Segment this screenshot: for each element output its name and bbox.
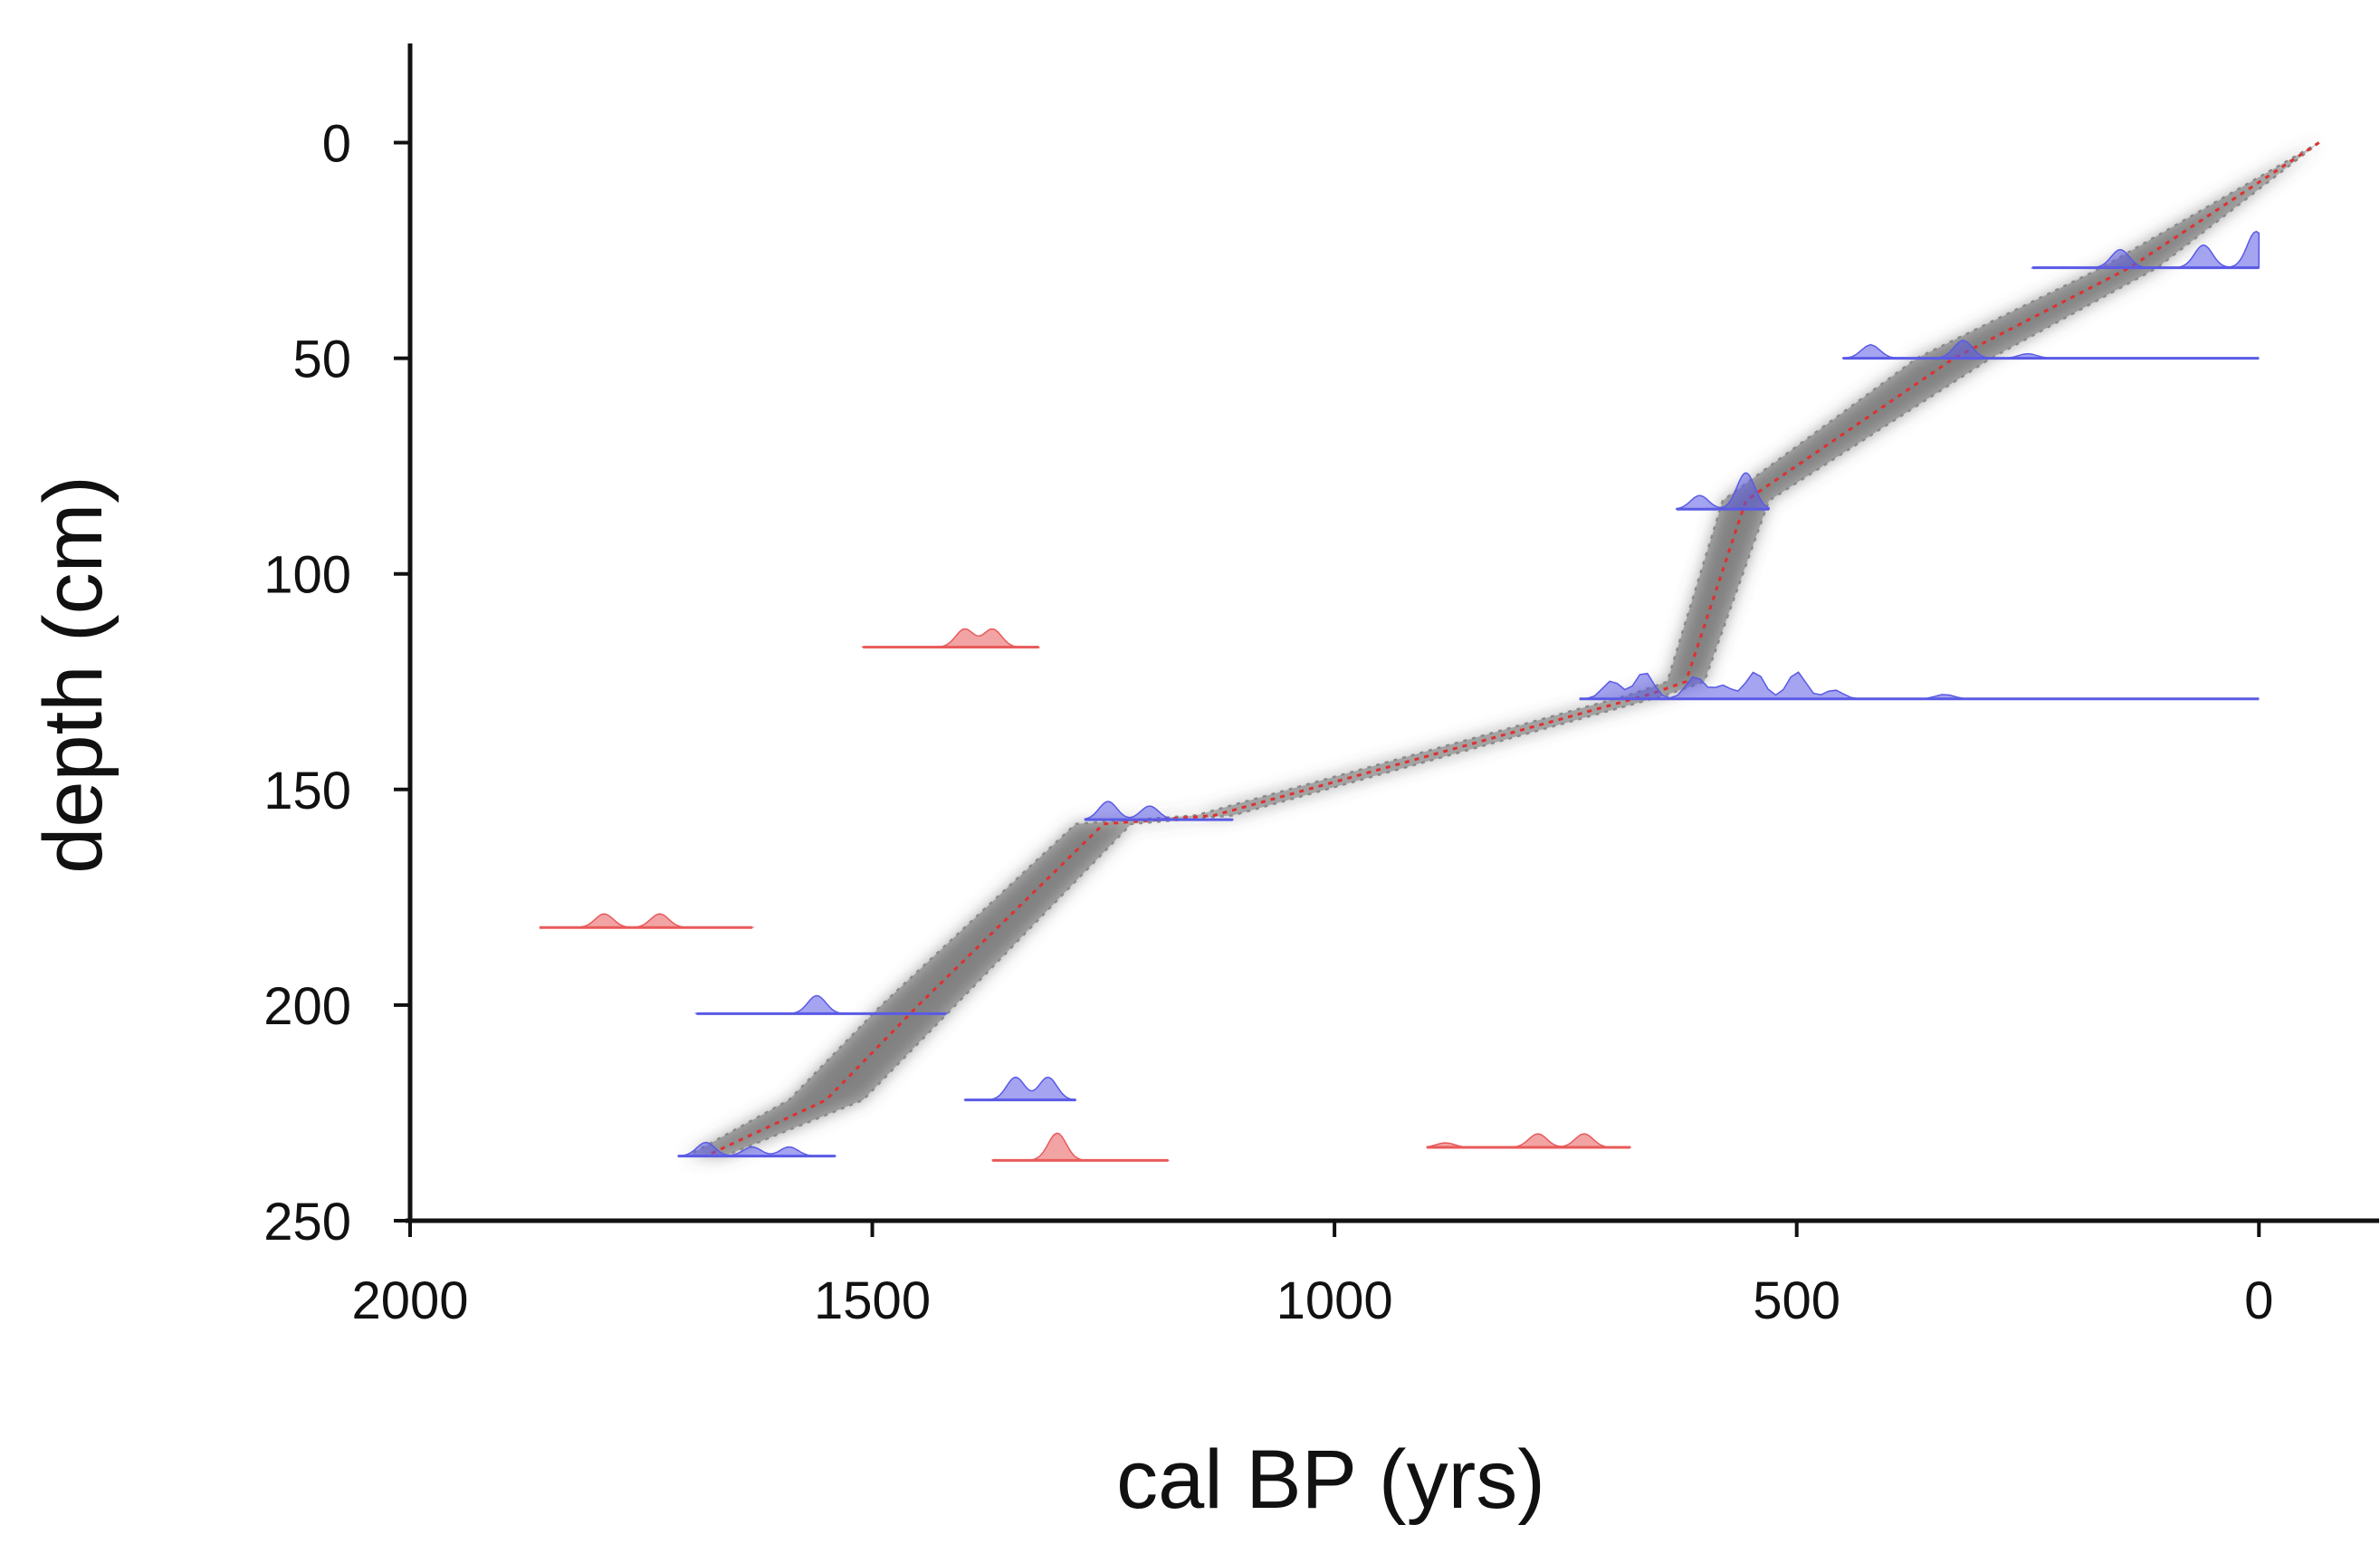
date-distribution bbox=[1841, 339, 2260, 360]
y-tick-label: 100 bbox=[263, 546, 351, 605]
dates-in-model-group bbox=[677, 230, 2261, 1158]
x-tick-label: 2000 bbox=[351, 1271, 468, 1330]
y-tick-label: 200 bbox=[263, 977, 351, 1036]
date-distribution bbox=[539, 913, 755, 928]
date-distribution bbox=[991, 1132, 1170, 1162]
date-distribution bbox=[963, 1076, 1076, 1101]
model-lower-bound bbox=[723, 141, 2320, 1157]
date-distribution bbox=[860, 628, 1041, 648]
axes bbox=[406, 43, 2379, 1223]
x-axis-title: cal BP (yrs) bbox=[1116, 1434, 1545, 1526]
date-distribution bbox=[1426, 1133, 1631, 1148]
model-envelope-core bbox=[687, 142, 2319, 1156]
y-tick-label: 0 bbox=[322, 115, 351, 174]
age-depth-model bbox=[686, 141, 2320, 1157]
model-envelope bbox=[687, 142, 2319, 1156]
x-tick-label: 500 bbox=[1753, 1271, 1840, 1330]
axis-ticks: 2000 1500 1000 500 0 0 50 100 150 200 250 bbox=[263, 115, 2273, 1330]
x-tick-label: 1500 bbox=[814, 1271, 931, 1330]
date-distribution bbox=[1676, 472, 1770, 511]
x-tick-label: 0 bbox=[2244, 1271, 2273, 1330]
y-tick-label: 50 bbox=[292, 331, 351, 389]
date-distribution bbox=[677, 1141, 837, 1157]
outliers-group bbox=[539, 628, 1631, 1162]
y-tick-label: 250 bbox=[263, 1193, 351, 1252]
x-tick-label: 1000 bbox=[1276, 1271, 1393, 1330]
calibrated-dates bbox=[539, 230, 2261, 1162]
y-tick-label: 150 bbox=[263, 762, 351, 820]
y-axis-title: depth (cm) bbox=[27, 475, 119, 874]
